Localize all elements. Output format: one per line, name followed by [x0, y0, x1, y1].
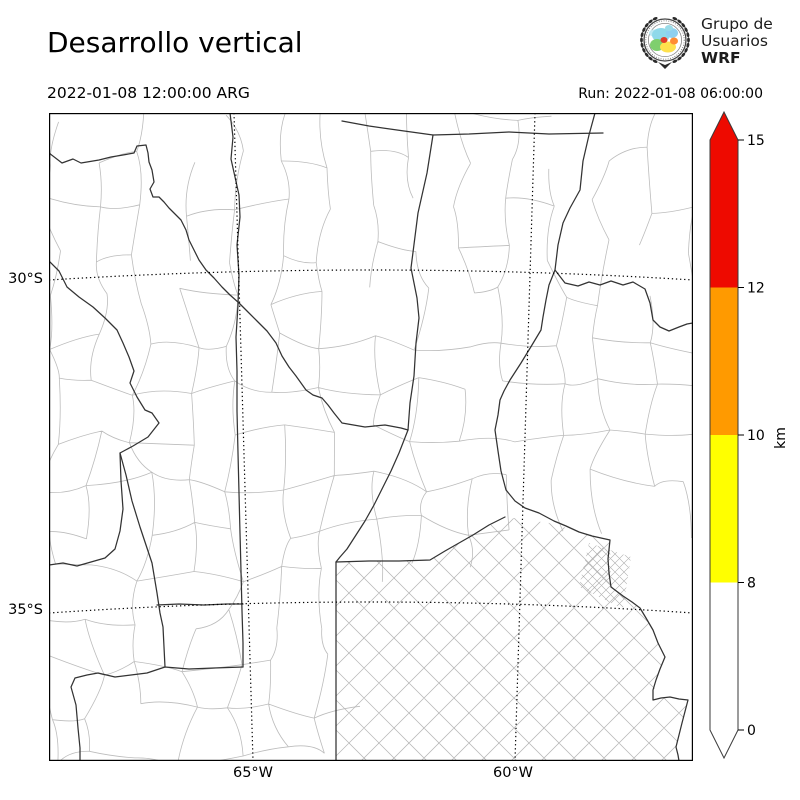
valid-time-label: 2022-01-08 12:00:00 ARG — [47, 84, 250, 102]
colorbar-tick-label-10: 10 — [747, 428, 765, 444]
colorbar-segment-10-12 — [710, 287, 738, 435]
run-time-label: Run: 2022-01-08 06:00:00 — [578, 86, 763, 102]
river-and-coast-boundary — [494, 114, 689, 760]
wrf-users-group-logo: Grupo de Usuarios WRF — [633, 8, 800, 78]
logo-text: Grupo de Usuarios WRF — [701, 16, 773, 67]
logo-text-line1: Grupo de — [701, 15, 773, 33]
logo-text-line3: WRF — [701, 49, 741, 67]
province-boundary — [70, 666, 244, 760]
colorbar-tick-label-0: 0 — [747, 723, 756, 739]
colorbar-under-arrow — [710, 730, 738, 758]
province-boundary — [407, 134, 434, 431]
graticule — [50, 114, 692, 760]
logo-satellite-blobs — [649, 25, 678, 53]
colorbar-tick-label-12: 12 — [747, 281, 765, 297]
department-boundary-mesh — [50, 114, 692, 760]
map-background — [49, 113, 693, 761]
colorbar-segment-0-8 — [710, 582, 738, 730]
wrf-logo-emblem-icon — [640, 17, 690, 69]
meridian-60W — [514, 114, 536, 760]
xtick-label-65W: 65°W — [232, 765, 274, 781]
logo-ribbon — [658, 62, 672, 69]
colorbar-unit-label: km — [773, 427, 789, 449]
logo-text-line2: Usuarios — [701, 32, 768, 50]
map-canvas — [49, 113, 693, 761]
department-boundaries — [50, 114, 692, 760]
colorbar-tick-label-8: 8 — [747, 576, 756, 592]
province-boundary — [50, 452, 124, 567]
province-boundary — [554, 269, 692, 332]
colorbar-segment-8-10 — [710, 435, 738, 583]
parallel-35S — [50, 601, 692, 614]
province-boundary — [50, 261, 166, 668]
page-title: Desarrollo vertical — [47, 26, 303, 59]
colorbar: 15 12 10 8 0 km — [709, 110, 789, 760]
ytick-label-30S: 30°S — [8, 271, 43, 287]
province-boundaries — [50, 114, 692, 760]
colorbar-segment-12-15 — [710, 140, 738, 288]
colorbar-over-arrow — [710, 112, 738, 140]
province-boundary — [335, 516, 506, 563]
ytick-label-35S: 35°S — [8, 602, 43, 618]
colorbar-tick-label-15: 15 — [747, 133, 765, 149]
province-boundary — [335, 429, 409, 563]
map-frame — [49, 113, 693, 761]
province-boundary — [50, 144, 409, 431]
province-boundary — [229, 114, 244, 668]
logo-laurel-wreath — [640, 17, 690, 63]
meridian-65W — [233, 114, 254, 760]
province-boundary — [341, 120, 604, 136]
province-boundary — [156, 603, 244, 606]
parallel-30S — [50, 269, 692, 281]
xtick-label-60W: 60°W — [492, 765, 534, 781]
colorbar-ticks — [738, 139, 744, 731]
